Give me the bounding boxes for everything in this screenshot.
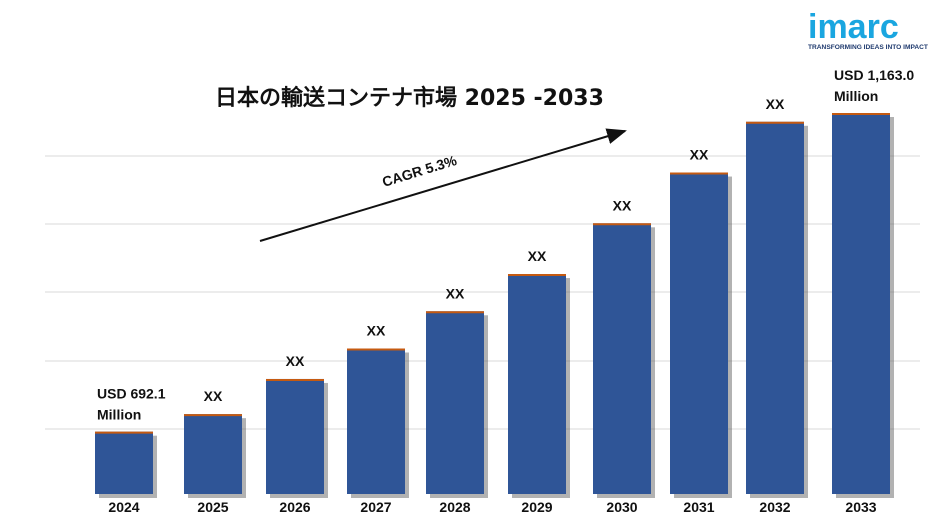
data-label-2030: XX	[613, 197, 632, 213]
data-label-2029: XX	[528, 248, 547, 264]
data-label-2026: XX	[286, 353, 305, 369]
x-tick-label: 2025	[197, 499, 228, 515]
x-tick-label: 2032	[759, 499, 790, 515]
x-tick-label: 2029	[521, 499, 552, 515]
bars	[95, 113, 894, 498]
chart-title: 日本の輸送コンテナ市場 2025 -2033	[215, 85, 604, 111]
x-tick-label: 2024	[108, 499, 139, 515]
bar-2032	[746, 121, 804, 494]
bar-2033	[832, 113, 890, 494]
x-axis-ticks: 2024 2025 2026 2027 2028 2029 2030 2031 2032 2033	[108, 499, 876, 515]
logo-text: imarc	[808, 8, 899, 46]
bar-2024	[95, 431, 153, 494]
bar-2028	[426, 311, 484, 494]
data-label-2025: XX	[204, 388, 223, 404]
data-label-2031: XX	[690, 147, 709, 163]
bar-2025	[184, 414, 242, 494]
x-tick-label: 2030	[606, 499, 637, 515]
x-tick-label: 2031	[683, 499, 714, 515]
data-label-2028: XX	[446, 285, 465, 301]
bar-2030	[593, 223, 651, 494]
x-tick-label: 2033	[845, 499, 876, 515]
bar-2027	[347, 348, 405, 494]
bar-2029	[508, 274, 566, 494]
x-tick-label: 2028	[439, 499, 470, 515]
data-label-2033: USD 1,163.0 Million	[834, 67, 914, 104]
imarc-logo: imarc TRANSFORMING IDEAS INTO IMPACT	[808, 8, 928, 51]
logo-tagline: TRANSFORMING IDEAS INTO IMPACT	[808, 44, 928, 51]
bar-2026	[266, 378, 324, 494]
data-label-2024: USD 692.1 Million	[97, 386, 166, 423]
data-labels: USD 692.1 Million XX XX XX XX XX XX XX XX USD 1,16…	[97, 67, 914, 423]
x-tick-label: 2026	[279, 499, 310, 515]
cagr-arrow	[259, 128, 627, 242]
bar-2031	[670, 172, 728, 494]
x-tick-label: 2027	[360, 499, 391, 515]
data-label-2027: XX	[367, 323, 386, 339]
data-label-2032: XX	[766, 96, 785, 112]
